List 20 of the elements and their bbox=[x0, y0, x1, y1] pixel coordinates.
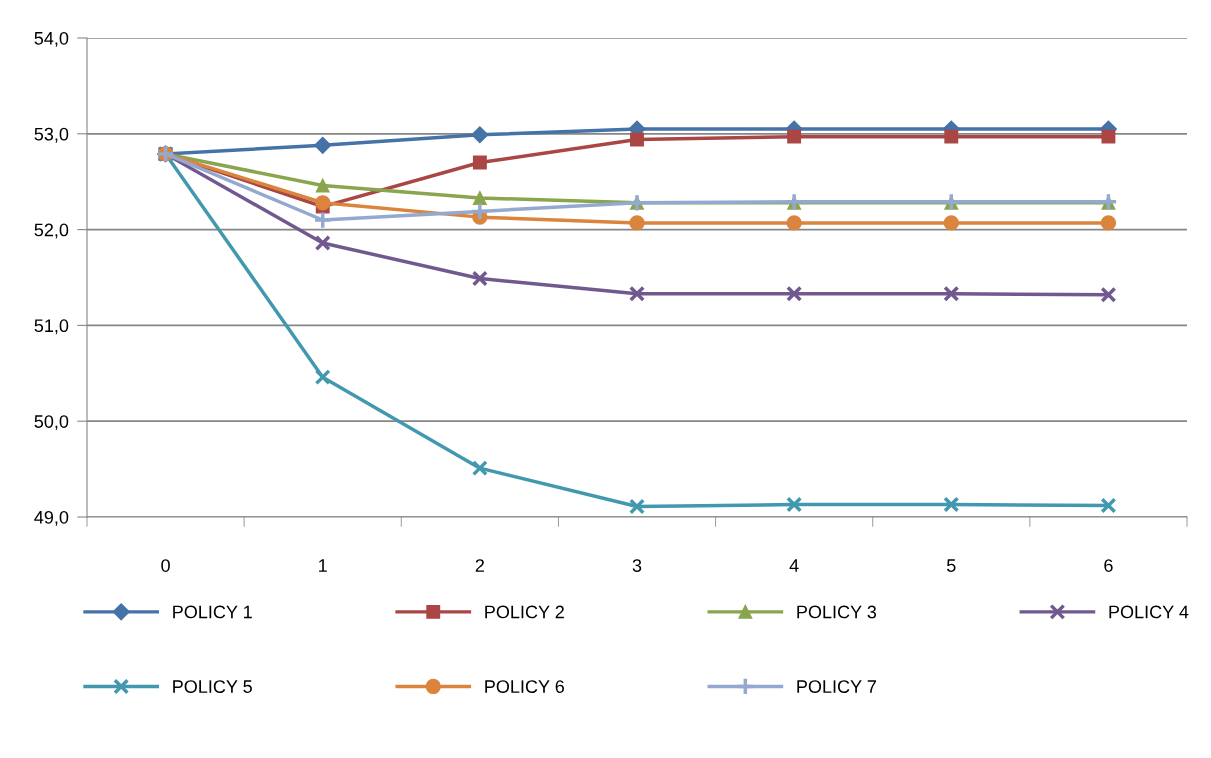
legend-label: POLICY 3 bbox=[797, 605, 877, 619]
x-tick-label: 5 bbox=[946, 559, 956, 572]
legend-label: POLICY 5 bbox=[173, 680, 252, 693]
y-tick-label: 52,0 bbox=[34, 223, 69, 239]
y-tick-label: 53,0 bbox=[34, 127, 69, 143]
x-tick-label: 4 bbox=[789, 559, 799, 572]
legend-label: POLICY 2 bbox=[485, 605, 564, 619]
x-tick-label: 3 bbox=[632, 559, 642, 572]
y-tick-label: 51,0 bbox=[34, 319, 69, 335]
x-tick-label: 1 bbox=[319, 559, 327, 572]
x-tick-label: 0 bbox=[161, 559, 170, 572]
x-tick-label: 2 bbox=[475, 559, 484, 572]
x-tick-label: 6 bbox=[1104, 559, 1113, 572]
legend-label: POLICY 6 bbox=[485, 680, 564, 693]
legend-label: POLICY 1 bbox=[173, 605, 252, 619]
y-tick-label: 49,0 bbox=[34, 510, 69, 526]
legend-label: POLICY 4 bbox=[1109, 605, 1189, 619]
legend-label: POLICY 7 bbox=[797, 680, 876, 693]
y-tick-label: 54,0 bbox=[34, 31, 69, 47]
y-tick-label: 50,0 bbox=[34, 415, 69, 431]
